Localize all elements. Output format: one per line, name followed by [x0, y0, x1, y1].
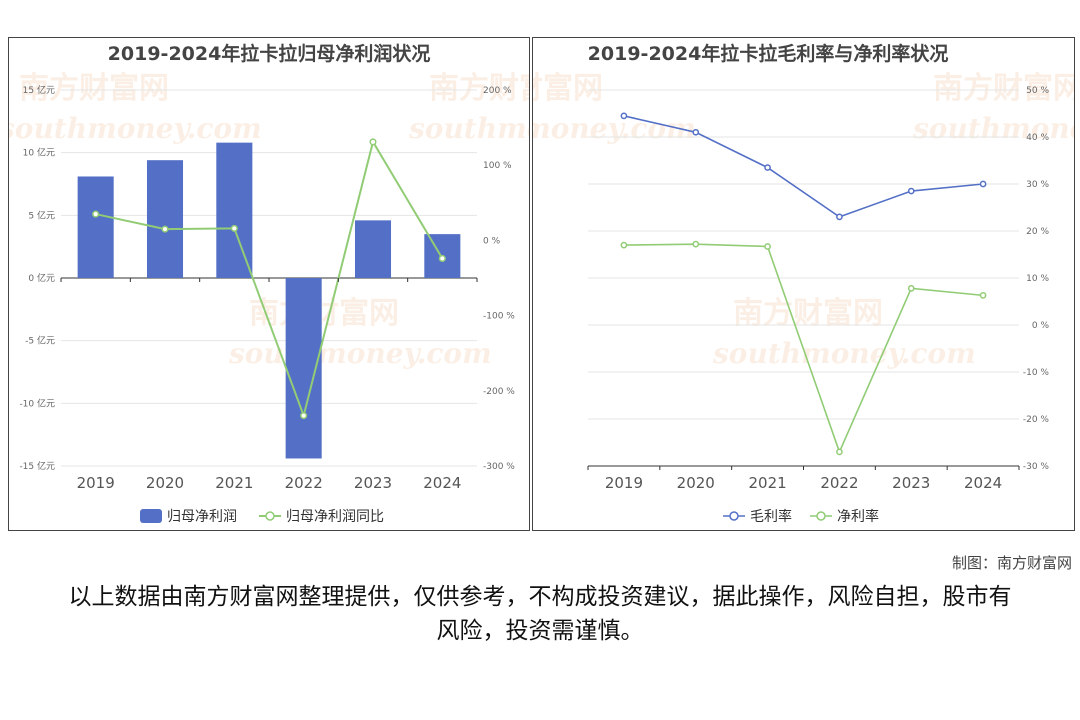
- y-tick-label: -20 %: [1023, 415, 1050, 425]
- series-point-1-2020: [692, 240, 700, 248]
- legend-label: 毛利率: [750, 508, 792, 525]
- watermark-cn: 南方财富网: [533, 71, 603, 106]
- yoy-line: [95, 139, 444, 419]
- y-right-tick-label: 0 %: [483, 236, 501, 246]
- y-axis-right: 200 % 100 % 0 % -100 % -200 % -300 %: [483, 86, 515, 472]
- y-right-tick-label: 200 %: [483, 86, 512, 96]
- yoy-point-2021: [230, 224, 238, 232]
- y-tick-label: -10 %: [1023, 368, 1050, 378]
- y-tick-label: 15 亿元: [23, 84, 55, 96]
- yoy-point-2024: [438, 254, 446, 262]
- watermark-en: southmoney.com: [9, 112, 262, 145]
- disclaimer-text: 以上数据由南方财富网整理提供，仅供参考，不构成投资建议，据此操作，风险自担，股市…: [68, 584, 1012, 644]
- legend: 毛利率 净利率: [723, 508, 879, 525]
- gridlines: [588, 89, 1019, 467]
- watermark-cn: 南方财富网: [249, 296, 399, 331]
- y-tick-label: -5 亿元: [25, 335, 55, 347]
- series-line-0: [623, 115, 984, 218]
- chart-credit: 制图：南方财富网: [951, 554, 1072, 572]
- y-tick-label: -30 %: [1023, 462, 1050, 472]
- legend-label: 归母净利润同比: [286, 508, 384, 525]
- watermark-cn: 南方财富网: [733, 296, 883, 331]
- watermark-group: 南方财富网 southmoney.com 南方财富网 southmoney.com 南方…: [9, 71, 529, 370]
- series-point-1-2019: [620, 241, 628, 249]
- bar-2023: [354, 220, 392, 278]
- x-tick-label: 2019: [77, 474, 115, 492]
- legend: 归母净利润 归母净利润同比: [140, 508, 384, 525]
- yoy-point-2019: [92, 210, 100, 218]
- y-tick-label: 5 亿元: [28, 209, 55, 221]
- y-tick-label: 10 亿元: [23, 147, 55, 159]
- series-point-1-2022: [836, 448, 843, 456]
- x-tick-label: 2022: [820, 474, 858, 492]
- bar-2021: [216, 142, 253, 278]
- chart-title: 2019-2024年拉卡拉归母净利润状况: [108, 42, 431, 65]
- yoy-point-2022: [300, 412, 308, 420]
- series-point-0-2024: [979, 180, 987, 188]
- chart-panel-net-profit: 南方财富网 southmoney.com 南方财富网 southmoney.com 南方…: [8, 37, 530, 531]
- x-tick-label: 2021: [215, 474, 253, 492]
- chart-title: 2019-2024年拉卡拉毛利率与净利率状况: [588, 42, 949, 65]
- watermark-en: southmoney.com: [408, 112, 529, 145]
- margin-chart: 南方财富网 southmoney.com 南方财富网 southmoney.com 南方…: [533, 42, 1074, 525]
- x-tick-label: 2021: [748, 474, 786, 492]
- legend-label: 归母净利润: [167, 508, 237, 525]
- x-tick-label: 2019: [605, 474, 643, 492]
- bar-2019: [77, 176, 114, 278]
- y-tick-label: -15 亿元: [19, 460, 55, 472]
- legend-swatch-bar: [140, 509, 162, 523]
- series-point-0-2021: [764, 164, 771, 171]
- x-tick-label: 2020: [677, 474, 715, 492]
- y-tick-label: 10 %: [1026, 274, 1049, 284]
- watermark-cn: 南方财富网: [19, 71, 169, 106]
- y-right-tick-label: 100 %: [483, 161, 512, 171]
- series-point-1-2021: [764, 243, 771, 250]
- y-axis-left: 15 亿元 10 亿元 5 亿元 0 亿元 -5 亿元 -10 亿元 -15 亿元: [19, 84, 55, 472]
- series-point-1-2024: [979, 292, 987, 299]
- chart-panel-margins: 南方财富网 southmoney.com 南方财富网 southmoney.com 南方…: [532, 37, 1075, 531]
- series-point-0-2023: [907, 187, 915, 195]
- watermark-cn: 南方财富网: [429, 71, 529, 106]
- bar-series: [77, 142, 461, 459]
- y-tick-label: 40 %: [1026, 133, 1049, 143]
- legend-swatch-marker: [729, 511, 739, 521]
- watermark-en: southmoney.com: [533, 112, 696, 145]
- watermark-en: southmoney.com: [712, 337, 976, 370]
- legend-swatch-marker: [265, 511, 275, 521]
- series-point-1-2023: [907, 284, 915, 292]
- x-tick-label: 2023: [354, 474, 392, 492]
- x-tick-label: 2020: [146, 474, 184, 492]
- watermark-en: southmoney.com: [912, 112, 1074, 145]
- series-point-0-2020: [692, 128, 700, 136]
- net-profit-chart: 南方财富网 southmoney.com 南方财富网 southmoney.com 南方…: [9, 42, 529, 525]
- y-right-tick-label: -200 %: [483, 387, 515, 397]
- x-tick-label: 2023: [892, 474, 930, 492]
- yoy-point-2023: [369, 138, 377, 146]
- series-point-0-2022: [836, 213, 843, 221]
- y-tick-label: 20 %: [1026, 227, 1049, 237]
- line-series: [92, 138, 446, 420]
- y-tick-label: 0 亿元: [28, 272, 55, 284]
- y-tick-label: -10 亿元: [19, 397, 55, 409]
- y-right-tick-label: -100 %: [483, 312, 515, 322]
- x-tick-label: 2024: [964, 474, 1002, 492]
- watermark-cn: 南方财富网: [933, 71, 1074, 106]
- y-tick-label: 50 %: [1026, 86, 1049, 96]
- series-line-1: [623, 243, 984, 455]
- yoy-point-2020: [161, 225, 169, 233]
- y-axis: 50 % 40 % 30 % 20 % 10 % 0 % -10 % -20 % -30 %: [1023, 86, 1050, 472]
- x-tick-label: 2022: [285, 474, 323, 492]
- bar-2020: [146, 160, 184, 278]
- x-axis: 2019 2020 2021 2022 2023 2024: [60, 278, 478, 492]
- y-tick-label: 30 %: [1026, 180, 1049, 190]
- y-right-tick-label: -300 %: [483, 462, 515, 472]
- watermark-en: southmoney.com: [228, 337, 492, 370]
- line-series: [620, 112, 987, 456]
- series-point-0-2019: [620, 112, 628, 120]
- legend-swatch-marker: [816, 511, 826, 521]
- x-axis: 2019 2020 2021 2022 2023 2024: [587, 465, 1020, 492]
- legend-label: 净利率: [837, 508, 879, 525]
- y-tick-label: 0 %: [1032, 321, 1050, 331]
- x-tick-label: 2024: [423, 474, 461, 492]
